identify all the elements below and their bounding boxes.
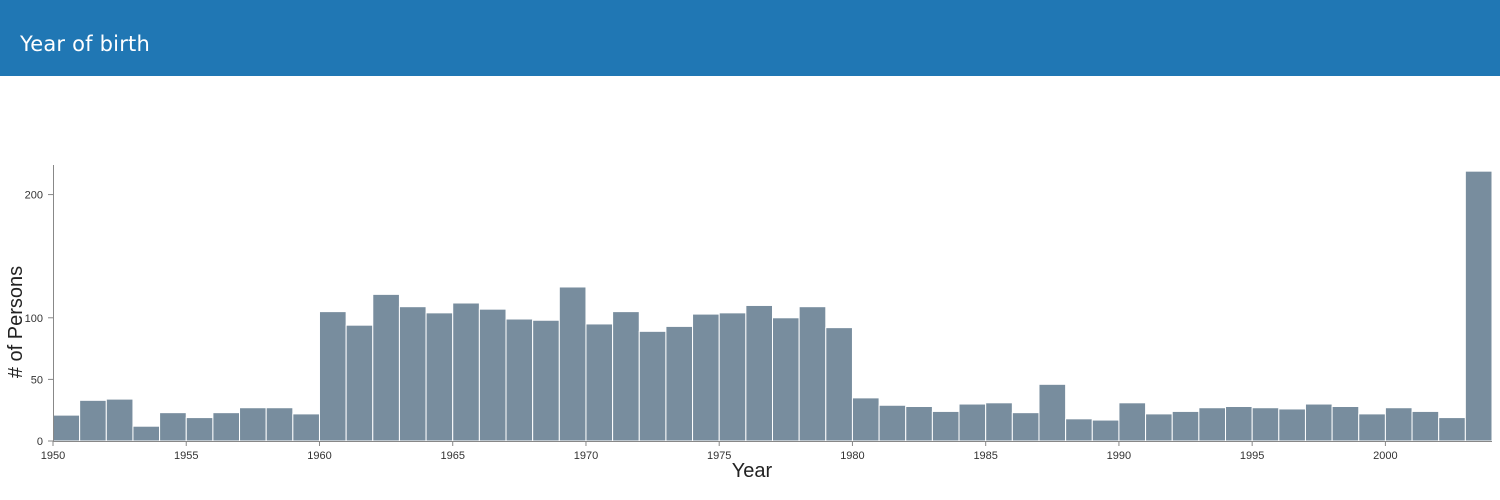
bar-1977 xyxy=(772,317,800,442)
bar-1993 xyxy=(1198,407,1227,442)
bar-2002 xyxy=(1438,417,1466,442)
x-tick-label: 1980 xyxy=(840,450,864,462)
bar-1990 xyxy=(1118,402,1147,442)
bar-1980 xyxy=(851,397,880,442)
bar-2000 xyxy=(1384,407,1413,442)
bar-1970 xyxy=(585,323,614,442)
bar-1957 xyxy=(239,407,267,442)
bar-1951 xyxy=(79,399,107,442)
x-tick-label: 1950 xyxy=(41,450,65,462)
y-tick-label: 0 xyxy=(37,436,43,448)
bar-1974 xyxy=(692,313,720,442)
bar-1954 xyxy=(159,412,187,442)
bar-1975 xyxy=(718,312,747,442)
bar-1984 xyxy=(958,403,987,442)
bar-1959 xyxy=(292,413,320,442)
bar-1953 xyxy=(132,425,161,442)
bar-1994 xyxy=(1225,406,1253,442)
bar-1988 xyxy=(1065,418,1093,442)
bar-1972 xyxy=(638,330,667,442)
bar-1968 xyxy=(532,319,560,442)
bar-1989 xyxy=(1091,419,1120,442)
bar-1955 xyxy=(185,417,214,442)
x-tick-label: 1960 xyxy=(307,450,331,462)
bar-1965 xyxy=(452,302,480,442)
x-tick-label: 2000 xyxy=(1373,450,1397,462)
page-title: Year of birth xyxy=(20,32,150,56)
bar-1960 xyxy=(318,311,347,442)
bar-1987 xyxy=(1038,383,1067,442)
bar-1992 xyxy=(1171,410,1200,442)
y-tick-label: 100 xyxy=(25,313,43,325)
page-header: Year of birth xyxy=(0,0,1500,76)
bar-1956 xyxy=(212,412,241,442)
bar-1964 xyxy=(425,312,454,442)
bar-1981 xyxy=(878,404,907,442)
bar-1969 xyxy=(558,286,587,442)
x-tick-label: 1990 xyxy=(1107,450,1131,462)
x-tick-label: 1965 xyxy=(440,450,464,462)
y-tick-label: 50 xyxy=(31,374,43,386)
bar-1995 xyxy=(1251,407,1280,442)
y-tick-label: 200 xyxy=(25,190,43,202)
bar-1999 xyxy=(1358,413,1386,442)
bar-1991 xyxy=(1145,413,1173,442)
bar-1971 xyxy=(612,311,640,442)
bar-1962 xyxy=(372,293,400,442)
bar-1966 xyxy=(478,308,507,442)
bar-1967 xyxy=(505,318,534,442)
bar-1985 xyxy=(985,402,1013,442)
bar-1997 xyxy=(1304,403,1333,442)
x-tick-label: 1970 xyxy=(574,450,598,462)
x-tick-label: 1995 xyxy=(1240,450,1264,462)
bar-2003 xyxy=(1464,170,1493,442)
bar-1983 xyxy=(931,410,960,442)
bar-1973 xyxy=(665,325,694,442)
bar-1978 xyxy=(798,306,827,442)
bar-1950 xyxy=(52,414,81,442)
bar-1998 xyxy=(1331,406,1360,442)
bar-1979 xyxy=(825,327,853,442)
bar-1986 xyxy=(1011,412,1040,442)
x-tick-label: 1975 xyxy=(707,450,731,462)
bar-1976 xyxy=(745,304,774,442)
x-axis-title: Year xyxy=(732,460,773,482)
x-tick-label: 1985 xyxy=(973,450,997,462)
bar-1982 xyxy=(905,406,933,442)
axes-group: 0 50 100 200 1950 1955 1960 1965 1970 1975 1980 198… xyxy=(25,165,1492,462)
bar-1958 xyxy=(265,407,294,442)
bar-1961 xyxy=(345,324,374,442)
bar-1996 xyxy=(1278,408,1306,442)
x-tick-label: 1955 xyxy=(174,450,198,462)
bar-2001 xyxy=(1411,410,1440,442)
bar-1963 xyxy=(398,306,427,442)
y-axis-title: # of Persons xyxy=(5,266,27,378)
bar-1952 xyxy=(105,398,134,442)
bars-group xyxy=(52,170,1493,442)
